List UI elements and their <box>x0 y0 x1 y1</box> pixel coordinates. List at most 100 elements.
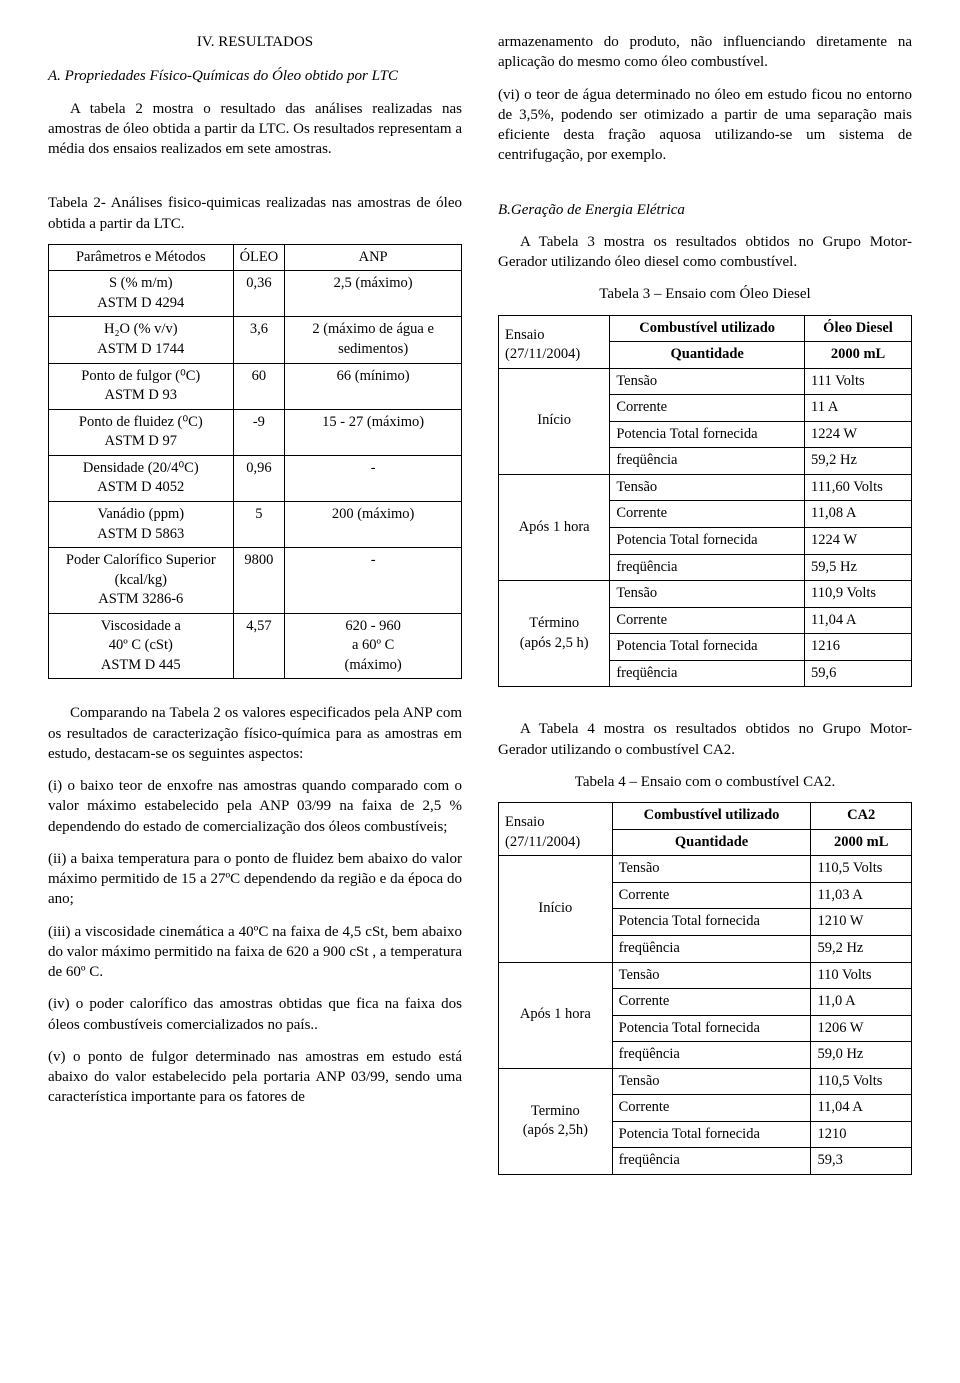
measurement-value: 110,5 Volts <box>811 856 912 883</box>
quantidade-label: Quantidade <box>610 342 805 369</box>
paragraph: armazenamento do produto, não influencia… <box>498 32 912 73</box>
measurement-label: Corrente <box>612 989 811 1016</box>
measurement-value: 1224 W <box>805 421 912 448</box>
section-title: IV. RESULTADOS <box>48 32 462 52</box>
table-2-cell: 3,6 <box>233 317 285 363</box>
measurement-label: Potencia Total fornecida <box>610 528 805 555</box>
measurement-value: 11 A <box>805 395 912 422</box>
measurement-label: Tensão <box>610 368 805 395</box>
table-2-cell: H₂O (% v/v) ASTM D 1744 <box>49 317 234 363</box>
measurement-label: Tensão <box>610 581 805 608</box>
measurement-label: Potencia Total fornecida <box>612 1015 811 1042</box>
measurement-value: 59,3 <box>811 1148 912 1175</box>
phase-name: Início <box>499 368 610 474</box>
table-2-cell: - <box>285 455 462 501</box>
measurement-value: 11,0 A <box>811 989 912 1016</box>
measurement-label: Potencia Total fornecida <box>610 421 805 448</box>
paragraph: A Tabela 4 mostra os resultados obtidos … <box>498 719 912 760</box>
measurement-label: freqüência <box>610 660 805 687</box>
measurement-value: 1210 W <box>811 909 912 936</box>
table-2-cell: 0,36 <box>233 271 285 317</box>
table-3-caption: Tabela 3 – Ensaio com Óleo Diesel <box>498 284 912 304</box>
measurement-value: 11,03 A <box>811 882 912 909</box>
table-2-cell: 5 <box>233 501 285 547</box>
paragraph: Comparando na Tabela 2 os valores especi… <box>48 703 462 764</box>
paragraph-item-iii: (iii) a viscosidade cinemática a 40ºC na… <box>48 922 462 983</box>
two-column-layout: IV. RESULTADOS A. Propriedades Físico-Qu… <box>48 32 912 1185</box>
paragraph-item-vi: (vi) o teor de água determinado no óleo … <box>498 85 912 166</box>
table-2: Parâmetros e MétodosÓLEOANPS (% m/m) AST… <box>48 244 462 680</box>
table-2-cell: 9800 <box>233 548 285 614</box>
quantidade-label: Quantidade <box>612 829 811 856</box>
measurement-value: 59,5 Hz <box>805 554 912 581</box>
measurement-label: freqüência <box>612 1042 811 1069</box>
table-4: Ensaio (27/11/2004)Combustível utilizado… <box>498 802 912 1175</box>
table-2-cell: Viscosidade a 40º C (cSt) ASTM D 445 <box>49 613 234 679</box>
table-2-cell: 0,96 <box>233 455 285 501</box>
table-2-cell: 2,5 (máximo) <box>285 271 462 317</box>
measurement-label: freqüência <box>612 935 811 962</box>
measurement-value: 11,04 A <box>811 1095 912 1122</box>
table-2-cell: 60 <box>233 363 285 409</box>
ensaio-head: Ensaio (27/11/2004) <box>499 803 613 856</box>
measurement-value: 1224 W <box>805 528 912 555</box>
measurement-value: 59,2 Hz <box>805 448 912 475</box>
table-2-cell: 66 (mínimo) <box>285 363 462 409</box>
table-3: Ensaio (27/11/2004)Combustível utilizado… <box>498 315 912 688</box>
measurement-label: Tensão <box>612 962 811 989</box>
measurement-label: freqüência <box>612 1148 811 1175</box>
measurement-label: freqüência <box>610 554 805 581</box>
phase-name: Após 1 hora <box>499 474 610 580</box>
combustivel-label: Combustível utilizado <box>610 315 805 342</box>
measurement-label: Potencia Total fornecida <box>612 909 811 936</box>
measurement-label: Corrente <box>612 882 811 909</box>
table-2-cell: Ponto de fluidez (⁰C) ASTM D 97 <box>49 409 234 455</box>
subsection-b-title: B.Geração de Energia Elétrica <box>498 200 912 220</box>
table-2-cell: 620 - 960 a 60º C (máximo) <box>285 613 462 679</box>
table-2-cell: Ponto de fulgor (⁰C) ASTM D 93 <box>49 363 234 409</box>
measurement-label: Corrente <box>610 501 805 528</box>
table-2-cell: 200 (máximo) <box>285 501 462 547</box>
measurement-label: Potencia Total fornecida <box>610 634 805 661</box>
measurement-label: Corrente <box>610 395 805 422</box>
table-2-header-cell: ANP <box>285 244 462 271</box>
table-2-header-cell: ÓLEO <box>233 244 285 271</box>
table-2-cell: S (% m/m) ASTM D 4294 <box>49 271 234 317</box>
measurement-label: Potencia Total fornecida <box>612 1121 811 1148</box>
page: IV. RESULTADOS A. Propriedades Físico-Qu… <box>48 32 912 1185</box>
table-2-description: Tabela 2- Análises fisico-quimicas reali… <box>48 193 462 234</box>
measurement-label: Tensão <box>612 1068 811 1095</box>
measurement-value: 1216 <box>805 634 912 661</box>
measurement-value: 11,04 A <box>805 607 912 634</box>
measurement-value: 59,2 Hz <box>811 935 912 962</box>
measurement-value: 59,0 Hz <box>811 1042 912 1069</box>
table-2-cell: 4,57 <box>233 613 285 679</box>
measurement-label: Corrente <box>612 1095 811 1122</box>
phase-name: Após 1 hora <box>499 962 613 1068</box>
table-4-caption: Tabela 4 – Ensaio com o combustível CA2. <box>498 772 912 792</box>
measurement-value: 1210 <box>811 1121 912 1148</box>
table-2-cell: Poder Calorífico Superior (kcal/kg) ASTM… <box>49 548 234 614</box>
subsection-a-title: A. Propriedades Físico-Químicas do Óleo … <box>48 66 462 86</box>
left-column: IV. RESULTADOS A. Propriedades Físico-Qu… <box>48 32 462 1185</box>
measurement-value: 59,6 <box>805 660 912 687</box>
measurement-value: 110,5 Volts <box>811 1068 912 1095</box>
measurement-value: 111,60 Volts <box>805 474 912 501</box>
paragraph-item-i: (i) o baixo teor de enxofre nas amostras… <box>48 776 462 837</box>
measurement-label: Tensão <box>610 474 805 501</box>
paragraph-item-iv: (iv) o poder calorífico das amostras obt… <box>48 994 462 1035</box>
right-column: armazenamento do produto, não influencia… <box>498 32 912 1185</box>
combustivel-label: Combustível utilizado <box>612 803 811 830</box>
combustivel-value: CA2 <box>811 803 912 830</box>
measurement-label: Tensão <box>612 856 811 883</box>
paragraph: A Tabela 3 mostra os resultados obtidos … <box>498 232 912 273</box>
measurement-label: freqüência <box>610 448 805 475</box>
paragraph: A tabela 2 mostra o resultado das anális… <box>48 99 462 160</box>
paragraph-item-ii: (ii) a baixa temperatura para o ponto de… <box>48 849 462 910</box>
table-2-cell: - <box>285 548 462 614</box>
measurement-value: 111 Volts <box>805 368 912 395</box>
phase-name: Início <box>499 856 613 962</box>
measurement-value: 110 Volts <box>811 962 912 989</box>
measurement-label: Corrente <box>610 607 805 634</box>
measurement-value: 1206 W <box>811 1015 912 1042</box>
